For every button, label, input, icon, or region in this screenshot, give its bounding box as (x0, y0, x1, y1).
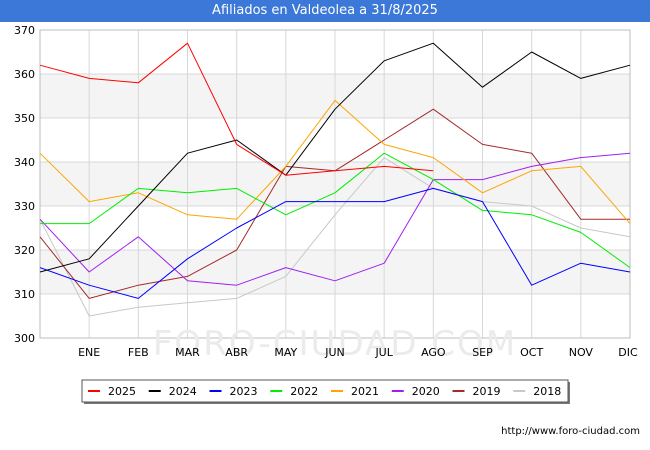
chart-title: Afiliados en Valdeolea a 31/8/2025 (0, 0, 650, 22)
y-tick-label: 320 (14, 244, 35, 257)
x-tick-label: DIC (618, 346, 638, 359)
legend-label-2021: 2021 (351, 385, 379, 398)
series-lines (39, 42, 631, 317)
x-tick-label: JUN (324, 346, 345, 359)
legend-label-2023: 2023 (230, 385, 258, 398)
series-line-2025 (39, 42, 434, 176)
x-tick-label: OCT (520, 346, 543, 359)
x-tick-label: SEP (472, 346, 493, 359)
series-line-2018 (39, 157, 631, 317)
legend-label-2018: 2018 (533, 385, 561, 398)
x-tick-label: ENE (78, 346, 100, 359)
y-tick-label: 360 (14, 68, 35, 81)
y-tick-label: 340 (14, 156, 35, 169)
y-tick-label: 330 (14, 200, 35, 213)
series-line-2023 (39, 187, 631, 299)
legend-label-2024: 2024 (169, 385, 197, 398)
x-tick-label: JUL (374, 346, 393, 359)
x-tick-label: FEB (128, 346, 149, 359)
series-line-2024 (39, 42, 631, 273)
x-tick-label: MAY (274, 346, 297, 359)
series-line-2020 (39, 152, 631, 286)
legend-label-2022: 2022 (290, 385, 318, 398)
watermark: FORO-CIUDAD.COM (153, 324, 517, 364)
series-line-2022 (40, 152, 631, 269)
legend-box (81, 379, 569, 403)
x-axis-ticks: ENE FEB MAR ABR MAY JUN JUL AGO SEP OCT NOV DIC (78, 346, 638, 359)
y-tick-label: 310 (14, 288, 35, 301)
legend: 2025 2024 2023 2022 2021 2020 2019 2018 (81, 379, 570, 404)
legend-label-2020: 2020 (412, 385, 440, 398)
y-tick-label: 350 (14, 112, 35, 125)
x-tick-label: ABR (225, 346, 248, 359)
x-tick-label: MAR (175, 346, 200, 359)
x-tick-label: NOV (569, 346, 594, 359)
y-tick-label: 370 (14, 24, 35, 37)
footer-url: http://www.foro-ciudad.com (501, 426, 640, 437)
legend-label-2019: 2019 (473, 385, 501, 398)
legend-label-2025: 2025 (108, 385, 136, 398)
y-axis-ticks: 300 310 320 330 340 350 360 370 (14, 24, 35, 345)
y-tick-label: 300 (14, 332, 35, 345)
plot-frame (39, 29, 631, 339)
series-line-2021 (39, 99, 631, 224)
x-tick-label: AGO (421, 346, 446, 359)
